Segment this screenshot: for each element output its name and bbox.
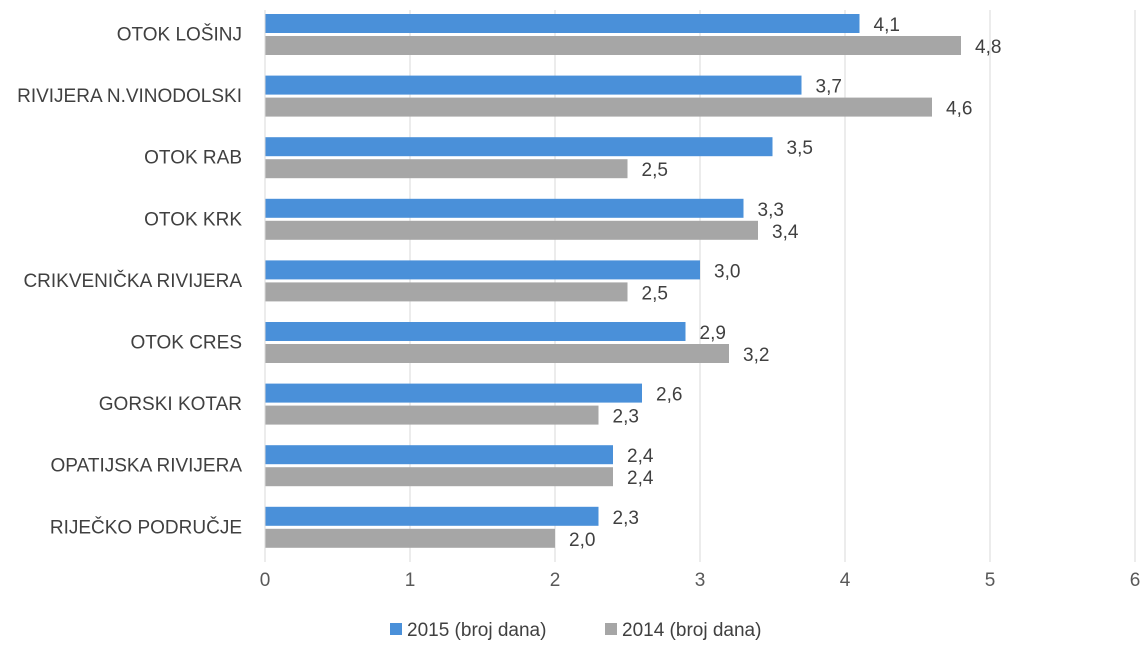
data-label-series-1-8: 2,0 bbox=[569, 530, 595, 551]
category-label-1: RIVIJERA N.VINODOLSKI bbox=[17, 86, 242, 107]
bar-series-0-4 bbox=[265, 260, 700, 280]
bars: 4,1 4,8 3,7 4,6 3,5 2,5 3,33,4 3,0 2,5 2,9 3,2 2,6 2… bbox=[265, 14, 1001, 551]
legend: 2015 (broj dana) 2014 (broj dana) bbox=[390, 620, 761, 641]
x-tick-label-5: 5 bbox=[985, 570, 996, 591]
legend-label-0: 2015 (broj dana) bbox=[407, 620, 546, 641]
bar-series-0-0 bbox=[265, 14, 860, 33]
data-label-series-1-7: 2,4 bbox=[627, 468, 654, 489]
data-label-series-0-2: 3,5 bbox=[787, 138, 813, 159]
category-label-3: OTOK KRK bbox=[144, 209, 242, 230]
bar-series-1-3 bbox=[265, 220, 758, 240]
x-tick-label-3: 3 bbox=[695, 570, 706, 591]
data-label-series-1-3: 3,4 bbox=[772, 222, 799, 243]
data-label-series-1-6: 2,3 bbox=[613, 407, 639, 428]
bar-series-1-2 bbox=[265, 159, 628, 179]
data-label-series-1-2: 2,5 bbox=[642, 160, 668, 181]
data-label-series-0-0: 4,1 bbox=[874, 15, 900, 36]
legend-label-1: 2014 (broj dana) bbox=[622, 620, 761, 641]
bar-series-0-7 bbox=[265, 445, 613, 465]
bar-series-1-4 bbox=[265, 282, 628, 302]
bar-series-0-2 bbox=[265, 137, 773, 157]
x-tick-label-1: 1 bbox=[405, 570, 416, 591]
legend-swatch-0 bbox=[390, 623, 402, 635]
data-label-series-0-1: 3,7 bbox=[816, 77, 842, 98]
x-tick-label-2: 2 bbox=[550, 570, 561, 591]
category-label-4: CRIKVENIČKA RIVIJERA bbox=[23, 270, 242, 292]
bar-series-0-5 bbox=[265, 322, 686, 341]
data-label-series-0-4: 3,0 bbox=[714, 261, 740, 282]
data-label-series-1-1: 4,6 bbox=[946, 99, 972, 120]
x-tick-label-0: 0 bbox=[260, 570, 271, 591]
x-tick-label-4: 4 bbox=[840, 570, 851, 591]
data-label-series-0-5: 2,9 bbox=[700, 323, 726, 344]
category-label-2: OTOK RAB bbox=[144, 148, 242, 169]
data-label-series-0-3: 3,3 bbox=[758, 200, 784, 221]
category-label-7: OPATIJSKA RIVIJERA bbox=[51, 456, 243, 477]
bar-series-1-5 bbox=[265, 344, 729, 363]
data-label-series-0-8: 2,3 bbox=[613, 508, 639, 529]
category-label-8: RIJEČKO PODRUČJE bbox=[50, 516, 242, 538]
x-tick-label-6: 6 bbox=[1130, 570, 1141, 591]
category-label-0: OTOK LOŠINJ bbox=[117, 24, 242, 46]
bar-series-1-0 bbox=[265, 36, 961, 55]
data-label-series-0-7: 2,4 bbox=[627, 446, 654, 467]
data-label-series-0-6: 2,6 bbox=[656, 385, 682, 406]
bar-series-0-3 bbox=[265, 198, 744, 218]
category-label-5: OTOK CRES bbox=[130, 333, 242, 354]
axes: 0 1 2 3 4 5 6 OTOK LOŠINJ RIVIJERA N.VINODOLSKI O… bbox=[17, 10, 1140, 591]
category-label-6: GORSKI KOTAR bbox=[99, 394, 242, 415]
data-label-series-1-4: 2,5 bbox=[642, 283, 668, 304]
bar-series-0-6 bbox=[265, 383, 642, 403]
bar-series-0-8 bbox=[265, 506, 599, 526]
bar-series-1-1 bbox=[265, 97, 932, 117]
bar-series-0-1 bbox=[265, 75, 802, 95]
bar-series-1-7 bbox=[265, 467, 613, 487]
data-label-series-1-0: 4,8 bbox=[975, 37, 1001, 58]
legend-swatch-1 bbox=[605, 623, 617, 635]
data-label-series-1-5: 3,2 bbox=[743, 345, 769, 366]
bar-series-1-6 bbox=[265, 405, 599, 425]
bar-series-1-8 bbox=[265, 528, 555, 548]
